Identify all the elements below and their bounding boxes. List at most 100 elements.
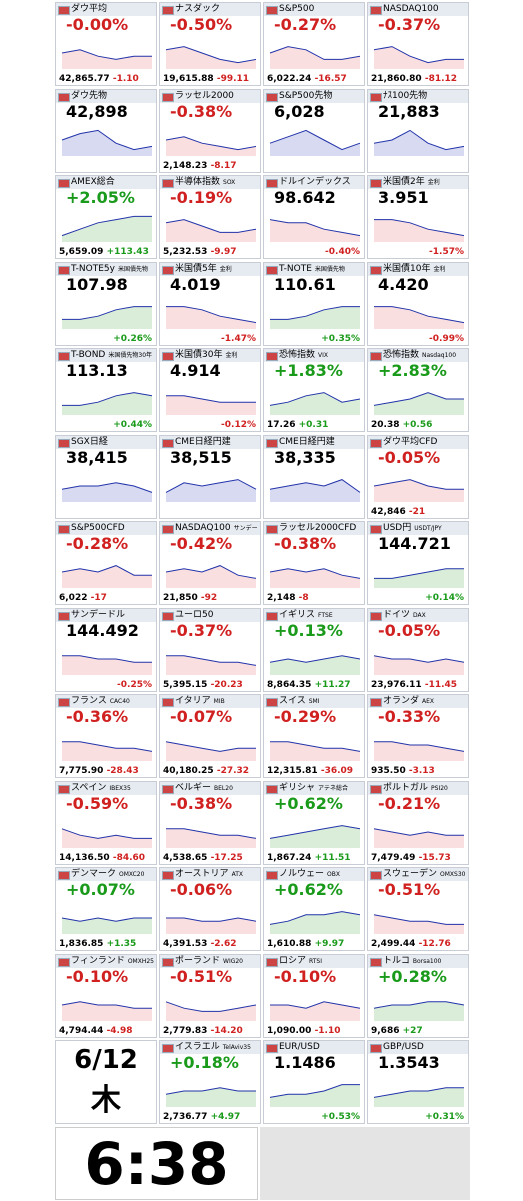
headline-value: -0.42% xyxy=(170,534,233,553)
sparkline-area xyxy=(62,655,152,675)
sparkline xyxy=(61,49,152,60)
change: -14.20 xyxy=(210,1025,243,1036)
sparkline-chart xyxy=(269,46,361,69)
flag xyxy=(370,784,382,794)
bottom-line: 2,779.83 -14.20 xyxy=(163,1026,243,1036)
flag xyxy=(58,871,70,880)
sparkline-area xyxy=(62,482,152,502)
sparkline-chart xyxy=(269,478,361,502)
headline-value: -0.51% xyxy=(170,966,233,986)
tile-header: NASDAQ100 サンデー xyxy=(160,522,260,535)
tile-name: 米国債10年 xyxy=(383,263,431,274)
headline-value: 113.13 xyxy=(66,361,128,380)
tile-header: 米国債30年 金利 xyxy=(160,349,260,362)
change: -4.98 xyxy=(106,1025,133,1036)
tile: SGX日経 38,415 xyxy=(55,434,157,519)
price: 7,479.49 xyxy=(371,852,416,863)
headline-value: -0.10% xyxy=(274,966,337,986)
headline-value: 38,415 xyxy=(66,447,128,467)
tile: デンマーク OMXC20 +0.07% 1,836.85 +1.35 xyxy=(55,867,157,951)
sparkline xyxy=(373,1000,465,1009)
bottom-line: 1,090.00 -1.10 xyxy=(267,1026,341,1036)
tile-sub: OMXH25 xyxy=(127,957,154,965)
sparkline-chart xyxy=(373,1000,465,1021)
headline-value: -0.37% xyxy=(378,15,441,34)
tile-name: CME日経円建 xyxy=(175,436,231,447)
sparkline xyxy=(374,741,465,752)
tile-name: ドイツ xyxy=(383,609,411,620)
tile-header: ナスダック xyxy=(160,3,260,16)
bottom-line: 2,736.77 +4.97 xyxy=(163,1112,240,1122)
tile: NASDAQ100 サンデー -0.42% 21,850 -92 xyxy=(159,521,261,605)
headline-value: 107.98 xyxy=(66,274,128,294)
tile-header: EUR/USD xyxy=(264,1041,364,1054)
tile: 米国債10年 金利 4.420 -0.99% xyxy=(367,261,469,346)
headline-value: +0.28% xyxy=(378,966,447,986)
bottom-line: +0.14% xyxy=(425,593,464,603)
sparkline-area xyxy=(270,568,360,588)
tile-name: ﾅｽ100先物 xyxy=(383,90,428,101)
tile: S&P500 -0.27% 6,022.24 -16.57 xyxy=(263,2,365,86)
sparkline xyxy=(373,478,464,490)
sparkline xyxy=(269,392,361,406)
tile: ドルインデックス 98.642 -0.40% xyxy=(263,175,365,259)
tile: サンデードル 144.492 -0.25% xyxy=(55,607,157,692)
change: +27 xyxy=(402,1025,423,1036)
headline-value: -0.28% xyxy=(66,534,129,553)
change: -2.62 xyxy=(210,939,237,949)
change: -92 xyxy=(200,593,218,603)
headline-value: -0.19% xyxy=(170,188,233,207)
tile-name: T-NOTE xyxy=(279,263,312,274)
sparkline-area xyxy=(166,918,256,934)
tile-header: S&P500CFD xyxy=(56,522,156,535)
headline-value: 1.3543 xyxy=(378,1053,440,1072)
sparkline xyxy=(269,478,361,493)
tile-header: ドイツ DAX xyxy=(368,608,468,622)
tile: T-NOTE5y 米国債先物 107.98 +0.26% xyxy=(55,261,157,346)
tile-name: ユーロ50 xyxy=(175,609,214,620)
sparkline xyxy=(165,219,257,233)
tile-header: CME日経円建 xyxy=(264,435,364,449)
tile: ポーランド WIG20 -0.51% 2,779.83 -14.20 xyxy=(159,953,261,1038)
bottom-line: -1.47% xyxy=(221,334,256,344)
tile-name: ダウ先物 xyxy=(71,90,108,101)
headline-value: +0.62% xyxy=(274,793,343,813)
sparkline-chart xyxy=(62,654,152,675)
price: 4,538.65 xyxy=(163,852,208,863)
sparkline xyxy=(269,824,361,839)
tile-sub: VIX xyxy=(318,352,328,359)
sparkline-chart xyxy=(166,827,257,848)
tile: 米国債30年 金利 4.914 -0.12% xyxy=(159,348,261,432)
bottom-line: +0.31% xyxy=(425,1112,464,1122)
change: -16.57 xyxy=(314,74,347,84)
tile-sub: 金利 xyxy=(433,265,446,273)
sparkline-area xyxy=(374,1087,464,1107)
tile-sub: 米国債先物 xyxy=(117,265,148,273)
change: +9.97 xyxy=(314,939,345,949)
bottom-line: 6,022.24 -16.57 xyxy=(267,74,347,84)
sparkline-chart xyxy=(373,129,465,156)
sparkline-chart xyxy=(374,305,465,329)
tile-header: ラッセル2000 xyxy=(160,89,260,103)
bottom-line: +0.53% xyxy=(321,1112,360,1122)
change: -12.76 xyxy=(418,939,451,949)
sparkline xyxy=(165,1000,257,1012)
tile: ユーロ50 -0.37% 5,395.15 -20.23 xyxy=(159,607,261,692)
tile: S&P500先物 6,028 xyxy=(263,88,365,173)
sparkline xyxy=(166,395,256,403)
flag xyxy=(162,871,174,880)
tile-header: T-NOTE5y 米国債先物 xyxy=(56,262,156,276)
tile-sub: BEL20 xyxy=(214,784,233,792)
sparkline-area xyxy=(166,219,256,242)
sparkline-area xyxy=(62,565,152,588)
tile-name: S&P500 xyxy=(279,4,315,14)
sparkline-chart xyxy=(373,478,464,502)
bottom-line: 1,836.85 +1.35 xyxy=(59,939,136,949)
flag xyxy=(58,92,70,102)
change: +0.31% xyxy=(425,1112,464,1122)
flag xyxy=(162,438,174,448)
headline-value: 144.492 xyxy=(66,620,139,640)
sparkline-area xyxy=(374,655,464,675)
tile-name: T-NOTE5y xyxy=(71,263,115,274)
flag xyxy=(370,525,382,534)
